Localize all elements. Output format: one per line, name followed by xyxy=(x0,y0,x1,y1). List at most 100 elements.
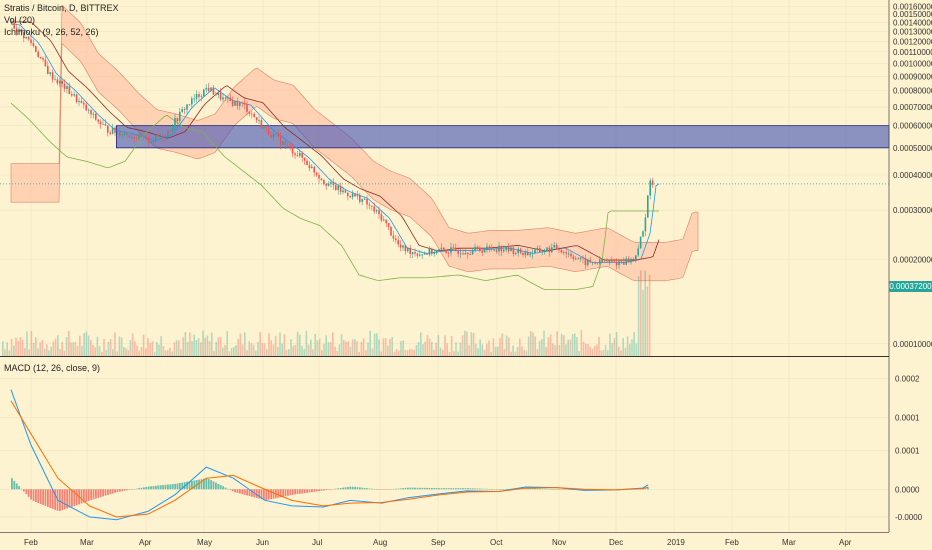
candle-body xyxy=(426,253,428,255)
candle-body xyxy=(342,190,344,193)
volume-bar xyxy=(525,351,528,356)
volume-bar xyxy=(585,343,587,356)
candle-body xyxy=(339,185,342,193)
macd-histogram-bar xyxy=(565,489,568,490)
macd-histogram-bar xyxy=(378,489,381,490)
volume-bar xyxy=(382,338,385,356)
volume-bar xyxy=(263,343,266,356)
price-tick-label: 0.00110000 xyxy=(893,48,932,57)
macd-histogram-bar xyxy=(11,478,13,490)
volume-bar xyxy=(492,338,495,356)
volume-bar xyxy=(334,346,336,356)
candle-body xyxy=(517,248,520,253)
candle-body xyxy=(198,94,200,97)
macd-histogram-bar xyxy=(15,483,18,490)
volume-bar xyxy=(582,341,585,356)
time-tick-label: Jun xyxy=(256,538,269,547)
volume-bar xyxy=(96,336,99,356)
candle-body xyxy=(495,249,498,252)
candle-body xyxy=(195,94,198,99)
volume-bar xyxy=(384,338,387,356)
volume-bar xyxy=(41,339,44,356)
volume-bar xyxy=(134,341,136,356)
candle-body xyxy=(193,98,196,100)
volume-bar xyxy=(15,337,17,356)
volume-bar xyxy=(428,338,431,356)
candle-body xyxy=(464,253,467,255)
volume-bar xyxy=(140,346,143,356)
macd-histogram-bar xyxy=(546,488,549,490)
volume-bar xyxy=(442,349,444,356)
volume-bar xyxy=(433,349,435,356)
candle-body xyxy=(32,43,35,47)
macd-histogram-bar xyxy=(97,489,100,498)
volume-bar xyxy=(241,344,244,356)
volume-bar xyxy=(444,335,446,356)
macd-histogram-bar xyxy=(39,489,42,504)
macd-histogram-bar xyxy=(71,489,73,507)
macd-histogram-bar xyxy=(234,489,237,493)
candle-body xyxy=(47,65,49,74)
macd-histogram-bar xyxy=(222,486,225,490)
macd-histogram-bar xyxy=(327,489,330,490)
candle-body xyxy=(447,252,450,254)
macd-tick-label: 0.0002 xyxy=(895,375,920,384)
macd-legend: MACD (12, 26, close, 9) xyxy=(4,362,100,374)
candle-body xyxy=(219,92,222,100)
volume-bar xyxy=(74,342,77,356)
candle-body xyxy=(119,131,121,136)
volume-bar xyxy=(116,351,118,356)
macd-histogram-bar xyxy=(416,487,419,490)
candle-body xyxy=(246,104,248,112)
volume-bar xyxy=(283,334,286,356)
volume-bar xyxy=(259,332,261,356)
macd-histogram-bar xyxy=(349,486,352,490)
candle-body xyxy=(66,86,68,89)
candle-body xyxy=(188,104,191,106)
macd-histogram-bar xyxy=(296,489,299,495)
volume-bar xyxy=(294,344,297,356)
macd-histogram-bar xyxy=(486,488,489,490)
volume-bar xyxy=(180,349,182,356)
macd-histogram-bar xyxy=(114,489,117,493)
candle-body xyxy=(25,36,28,39)
candle-body xyxy=(121,134,124,136)
macd-tick-label: 0.0001 xyxy=(895,447,920,456)
volume-bar xyxy=(261,343,264,356)
volume-bar xyxy=(76,346,79,356)
macd-histogram-bar xyxy=(284,489,287,497)
candle-body xyxy=(169,130,172,132)
volume-bar xyxy=(512,345,514,356)
volume-bar xyxy=(230,347,233,356)
macd-histogram-bar xyxy=(42,489,45,505)
macd-histogram-bar xyxy=(205,478,208,490)
candle-body xyxy=(85,104,88,111)
volume-bar xyxy=(633,332,635,356)
macd-histogram-bar xyxy=(44,489,47,506)
volume-bar xyxy=(274,335,277,356)
candle-body xyxy=(428,248,431,255)
candle-body xyxy=(299,153,301,156)
volume-bar xyxy=(21,339,24,356)
volume-bar xyxy=(629,344,631,356)
macd-histogram-bar xyxy=(90,489,93,501)
volume-bar xyxy=(420,332,422,356)
candle-body xyxy=(435,249,438,253)
macd-histogram-bar xyxy=(505,488,508,490)
volume-bar xyxy=(360,341,363,356)
candle-body xyxy=(207,87,210,91)
candle-body xyxy=(524,252,527,256)
candle-body xyxy=(186,104,188,110)
volume-bar xyxy=(563,335,565,356)
candle-body xyxy=(243,102,246,105)
macd-histogram-bar xyxy=(529,488,532,490)
candle-body xyxy=(385,219,388,224)
macd-histogram-bar xyxy=(390,489,393,490)
candle-body xyxy=(404,245,407,252)
volume-bar xyxy=(587,344,589,356)
candle-body xyxy=(354,193,356,197)
candle-body xyxy=(414,252,416,254)
candle-body xyxy=(308,165,311,169)
volume-bar xyxy=(415,345,418,356)
